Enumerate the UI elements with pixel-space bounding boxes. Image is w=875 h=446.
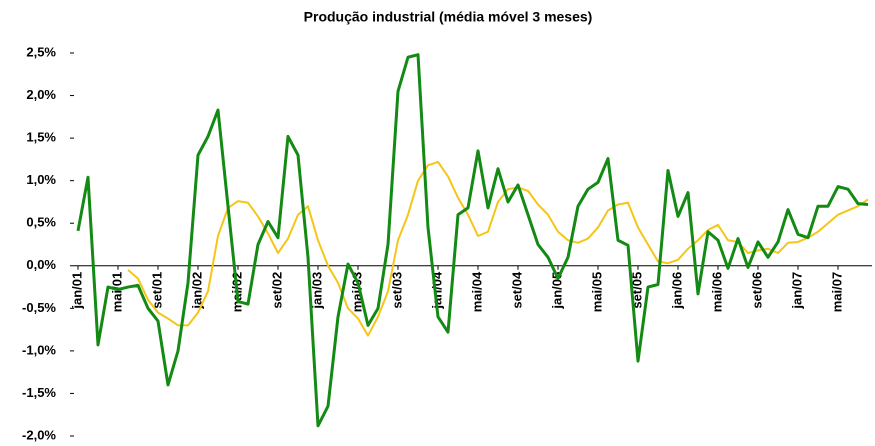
line-series — [76, 53, 869, 428]
y-tick-label: -2,0% — [22, 427, 56, 442]
y-tick-label: -1,5% — [22, 385, 56, 400]
x-tick-label: jan/03 — [309, 272, 324, 310]
line-series — [127, 160, 869, 337]
y-tick-label: -1,0% — [22, 342, 56, 357]
chart-title: Produção industrial (média móvel 3 meses… — [304, 9, 593, 25]
x-tick-label: set/04 — [509, 271, 524, 309]
x-tick-label: jan/01 — [69, 272, 84, 310]
y-tick-label: 2,5% — [26, 44, 56, 59]
x-tick-label: jan/05 — [549, 272, 564, 310]
x-tick-label: set/01 — [149, 272, 164, 309]
y-tick-label: 1,0% — [26, 172, 56, 187]
y-tick-label: 1,5% — [26, 130, 56, 145]
x-tick-label: set/03 — [389, 272, 404, 309]
y-tick-label: 2,0% — [26, 87, 56, 102]
x-tick-label: set/06 — [749, 272, 764, 309]
x-tick-label: jan/06 — [669, 272, 684, 310]
y-tick-label: -0,5% — [22, 300, 56, 315]
x-tick-label: mai/04 — [469, 271, 484, 312]
y-tick-label: 0,5% — [26, 215, 56, 230]
x-tick-label: jan/07 — [789, 272, 804, 310]
x-tick-label: mai/07 — [829, 272, 844, 312]
x-tick-label: mai/01 — [109, 272, 124, 312]
x-tick-label: jan/02 — [189, 272, 204, 310]
x-tick-label: mai/06 — [709, 272, 724, 312]
y-tick-label: 0,0% — [26, 257, 56, 272]
x-tick-label: set/02 — [269, 272, 284, 309]
x-tick-label: mai/05 — [589, 272, 604, 312]
x-tick-label: mai/03 — [349, 272, 364, 312]
